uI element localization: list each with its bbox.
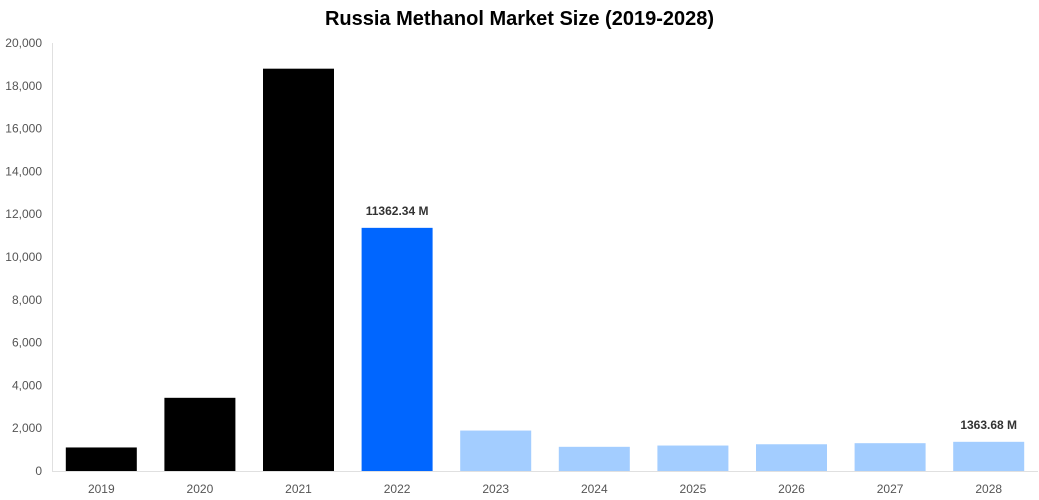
bar-2025: [657, 445, 729, 471]
y-tick-label: 16,000: [5, 122, 42, 136]
chart-title: Russia Methanol Market Size (2019-2028): [324, 8, 715, 30]
y-tick-label: 0: [35, 464, 42, 478]
x-tick-label: 2019: [88, 482, 115, 496]
y-axis-ticks: 0 2,000 4,000 6,000 8,000 10,000 12,000 14,000 1…: [5, 36, 42, 478]
x-tick-label: 2027: [877, 482, 904, 496]
x-tick-label: 2026: [778, 482, 805, 496]
y-tick-label: 14,000: [5, 164, 42, 178]
bar-2022: [361, 227, 433, 471]
x-axis-ticks: 2019 2020 2021 2022 2023 2024 2025 2026 2027 2028: [88, 482, 1002, 496]
y-tick-label: 20,000: [5, 36, 42, 50]
bar-2026: [756, 444, 827, 471]
x-tick-label: 2025: [680, 482, 707, 496]
x-tick-label: 2020: [187, 482, 214, 496]
bar-2028: [953, 441, 1025, 471]
bars-group: [65, 68, 1025, 472]
data-labels-group: 11362.34 M 1363.68 M: [366, 204, 1017, 432]
bar-2023: [460, 430, 532, 471]
y-tick-label: 18,000: [5, 79, 42, 93]
bar-2020: [164, 397, 236, 471]
x-tick-label: 2028: [975, 482, 1002, 496]
y-tick-label: 10,000: [5, 250, 42, 264]
bar-2024: [558, 446, 630, 471]
data-label-2022: 11362.34 M: [366, 204, 429, 218]
bar-2021: [263, 68, 334, 472]
bar-2027: [854, 443, 926, 471]
x-tick-label: 2023: [482, 482, 509, 496]
x-tick-label: 2022: [384, 482, 411, 496]
bar-2019: [65, 447, 137, 471]
y-tick-label: 2,000: [12, 421, 42, 435]
y-tick-label: 6,000: [12, 336, 42, 350]
x-tick-label: 2024: [581, 482, 608, 496]
y-tick-label: 8,000: [12, 293, 42, 307]
y-tick-label: 4,000: [12, 378, 42, 392]
y-tick-label: 12,000: [5, 207, 42, 221]
x-tick-label: 2021: [285, 482, 312, 496]
data-label-2028: 1363.68 M: [960, 418, 1017, 432]
